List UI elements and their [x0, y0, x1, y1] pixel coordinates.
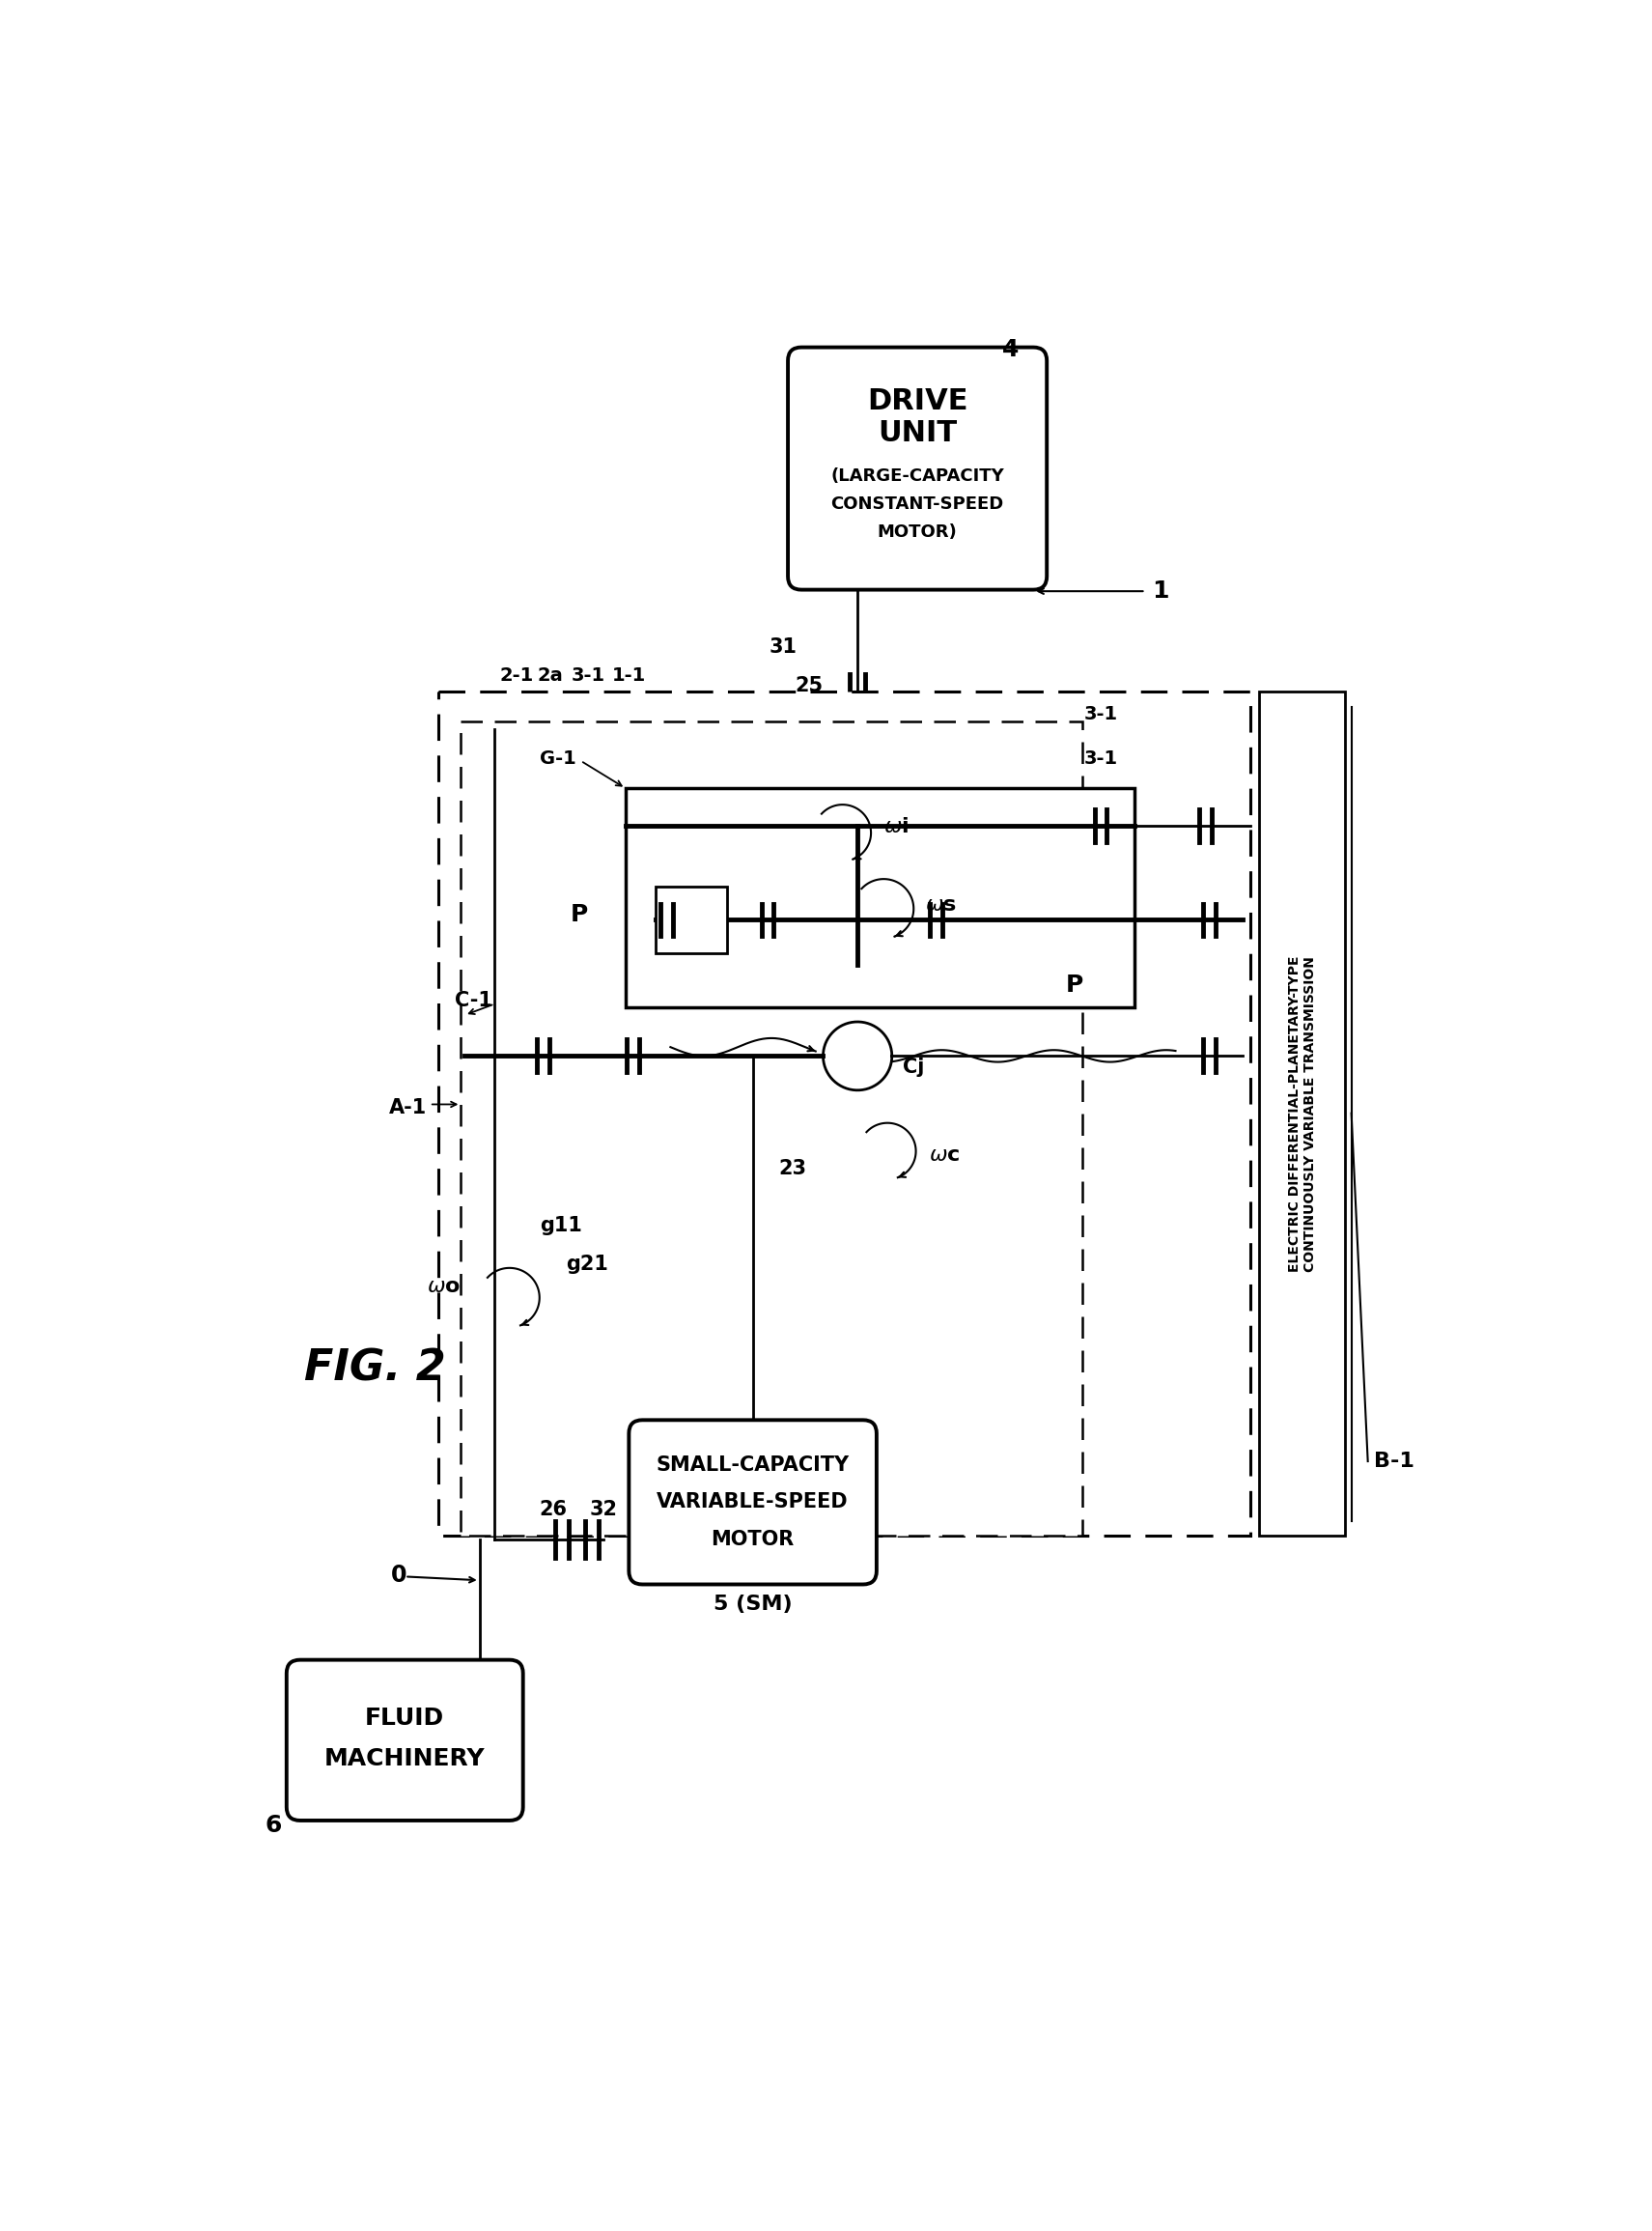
Text: 31: 31	[768, 638, 796, 656]
Text: CONSTANT-SPEED: CONSTANT-SPEED	[831, 495, 1004, 513]
Text: 4: 4	[1003, 337, 1019, 361]
Text: (LARGE-CAPACITY: (LARGE-CAPACITY	[831, 466, 1004, 484]
Text: 5 (SM): 5 (SM)	[714, 1595, 793, 1613]
Text: VARIABLE-SPEED: VARIABLE-SPEED	[657, 1493, 849, 1513]
Bar	[1259, 692, 1345, 1535]
Text: UNIT: UNIT	[877, 419, 957, 446]
Text: 3-1: 3-1	[572, 667, 605, 685]
Bar	[656, 886, 727, 953]
Text: 2a: 2a	[539, 667, 563, 685]
Text: 1: 1	[1151, 580, 1170, 602]
Text: 23: 23	[780, 1160, 806, 1178]
Text: g11: g11	[540, 1216, 582, 1236]
Text: g21: g21	[565, 1254, 608, 1274]
Text: SMALL-CAPACITY: SMALL-CAPACITY	[656, 1455, 849, 1475]
Text: 2-1: 2-1	[501, 667, 534, 685]
Text: 26: 26	[539, 1499, 567, 1519]
Text: DRIVE: DRIVE	[867, 388, 968, 415]
Text: MOTOR: MOTOR	[710, 1530, 795, 1548]
Text: P: P	[570, 904, 588, 926]
Text: 1-1: 1-1	[613, 667, 646, 685]
Text: 0: 0	[392, 1564, 406, 1586]
Text: C-1: C-1	[454, 991, 492, 1011]
Text: ELECTRIC DIFFERENTIAL-PLANETARY-TYPE
CONTINUOUSLY VARIABLE TRANSMISSION: ELECTRIC DIFFERENTIAL-PLANETARY-TYPE CON…	[1289, 955, 1317, 1272]
Text: Cj: Cj	[902, 1057, 923, 1078]
Text: MACHINERY: MACHINERY	[324, 1747, 486, 1771]
Text: G-1: G-1	[540, 750, 577, 767]
Text: 3-1: 3-1	[1084, 705, 1118, 723]
Text: B-1: B-1	[1374, 1452, 1414, 1470]
Text: MOTOR): MOTOR)	[877, 522, 957, 540]
Text: $\omega$c: $\omega$c	[928, 1145, 960, 1165]
Bar	[461, 721, 1082, 1535]
Text: $\omega$o: $\omega$o	[428, 1276, 461, 1296]
Bar	[626, 788, 1135, 1008]
FancyBboxPatch shape	[629, 1421, 877, 1584]
FancyBboxPatch shape	[286, 1660, 524, 1820]
Bar	[438, 692, 1251, 1535]
Text: A-1: A-1	[390, 1098, 428, 1118]
FancyBboxPatch shape	[788, 348, 1047, 589]
Text: 6: 6	[266, 1814, 282, 1838]
Text: 3-1: 3-1	[1084, 750, 1118, 767]
Text: 25: 25	[795, 676, 823, 696]
Text: FLUID: FLUID	[365, 1707, 444, 1729]
Text: $\omega$i: $\omega$i	[884, 817, 909, 837]
Text: 32: 32	[590, 1499, 618, 1519]
Text: FIG. 2: FIG. 2	[304, 1348, 446, 1390]
Text: $\omega$s: $\omega$s	[925, 895, 957, 915]
Text: P: P	[1066, 973, 1084, 997]
